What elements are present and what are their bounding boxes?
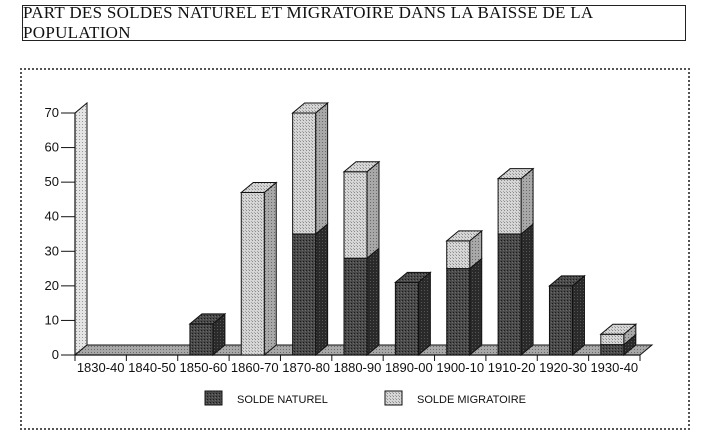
bar-side xyxy=(315,101,329,236)
bar-top xyxy=(291,102,330,114)
y-tick-label: 30 xyxy=(45,243,59,258)
legend-label: SOLDE NATUREL xyxy=(237,394,328,406)
legend-label: SOLDE MIGRATOIRE xyxy=(417,394,526,406)
bar-top xyxy=(393,271,432,283)
bar-segment-solde-naturel xyxy=(394,271,431,357)
bar-front xyxy=(343,171,368,259)
bar-segment-solde-naturel xyxy=(292,222,329,357)
bar-side xyxy=(469,257,483,357)
bar-side xyxy=(520,167,534,236)
bar-top xyxy=(548,275,586,287)
y-tick-label: 60 xyxy=(45,140,59,155)
bar-side xyxy=(571,274,585,357)
bar-front xyxy=(343,257,368,356)
bar-segment-solde-naturel xyxy=(189,312,226,357)
y-tick-label: 70 xyxy=(45,105,59,120)
legend: SOLDE NATUREL SOLDE MIGRATOIRE xyxy=(204,390,526,406)
bar-top xyxy=(496,168,535,180)
bar-top xyxy=(239,182,278,194)
x-tick-label: 1880-90 xyxy=(334,360,382,375)
y-tick-label: 40 xyxy=(45,209,59,224)
bar-side xyxy=(366,160,380,260)
bar-segment-solde-migratoire xyxy=(292,101,329,236)
bars xyxy=(188,101,638,357)
bar-side xyxy=(366,247,380,357)
bar-front xyxy=(240,192,265,356)
left-wall xyxy=(74,101,88,357)
legend-swatch xyxy=(204,390,223,406)
bar-side xyxy=(520,222,534,357)
bar-segment-solde-migratoire xyxy=(343,160,380,260)
bar-side xyxy=(315,222,329,357)
bar-front xyxy=(548,285,573,356)
x-tick-label: 1890-00 xyxy=(385,360,433,375)
bar-top xyxy=(342,161,381,173)
bar-segment-solde-migratoire xyxy=(497,167,534,236)
axes: 0 10 20 30 40 50 60 70 1830-40 1840-50 1850-60 1860… xyxy=(45,105,641,375)
y-tick-label: 50 xyxy=(45,174,59,189)
x-tick-label: 1830-40 xyxy=(77,360,125,375)
bar-front xyxy=(292,112,317,235)
bar-top xyxy=(599,323,638,335)
x-tick-label: 1930-40 xyxy=(590,360,638,375)
bar-front xyxy=(292,233,317,356)
y-tick-label: 0 xyxy=(52,347,59,362)
y-tick-label: 10 xyxy=(45,312,59,327)
bar-front xyxy=(394,281,419,356)
x-tick-label: 1910-20 xyxy=(488,360,536,375)
bar-top xyxy=(445,230,484,242)
bar-segment-solde-naturel xyxy=(343,247,380,357)
bar-segment-solde-naturel xyxy=(446,257,483,357)
bar-front xyxy=(497,178,522,235)
bar-top xyxy=(188,313,227,325)
title-box: PART DES SOLDES NATUREL ET MIGRATOIRE DA… xyxy=(22,3,686,42)
bar-front xyxy=(446,240,471,270)
x-tick-label: 1920-30 xyxy=(539,360,587,375)
bar-segment-solde-naturel xyxy=(497,222,534,357)
chart-title: PART DES SOLDES NATUREL ET MIGRATOIRE DA… xyxy=(23,3,593,42)
bar-segment-solde-migratoire xyxy=(446,229,483,270)
x-tick-label: 1870-80 xyxy=(282,360,330,375)
bar-front xyxy=(600,344,625,356)
bar-side xyxy=(417,271,431,357)
bar-front xyxy=(497,233,522,356)
x-tick-label: 1860-70 xyxy=(231,360,279,375)
bar-front xyxy=(446,268,471,356)
x-tick-label: 1850-60 xyxy=(180,360,228,375)
legend-swatch xyxy=(384,390,403,406)
bar-segment-solde-naturel xyxy=(548,274,585,357)
bar-side xyxy=(263,181,277,357)
chart-frame xyxy=(20,68,690,430)
bar-segment-solde-migratoire xyxy=(240,181,277,357)
y-tick-label: 20 xyxy=(45,278,59,293)
x-tick-label: 1900-10 xyxy=(436,360,484,375)
x-tick-label: 1840-50 xyxy=(128,360,176,375)
bar-front xyxy=(600,333,625,346)
bar-front xyxy=(189,323,214,356)
